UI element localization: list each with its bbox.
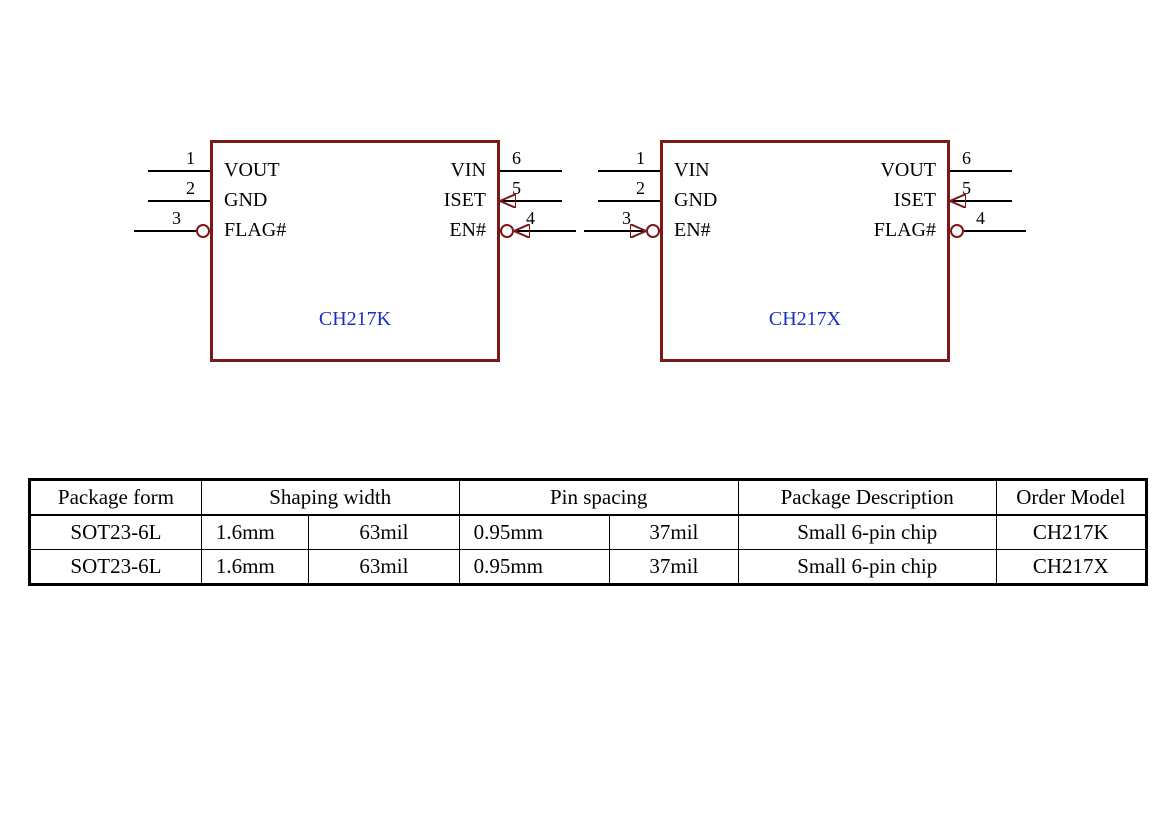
table-header: Pin spacing: [459, 480, 738, 516]
chip-name: CH217K: [213, 308, 497, 331]
table-cell: 63mil: [309, 515, 459, 550]
pin-1-number: 1: [636, 148, 645, 169]
pin-4-label: FLAG#: [874, 219, 936, 242]
table-row: SOT23-6L1.6mm63mil0.95mm37milSmall 6-pin…: [30, 515, 1147, 550]
table-cell: 1.6mm: [201, 515, 308, 550]
pin-4-label: EN#: [449, 219, 486, 242]
pin-4-bubble: [500, 224, 514, 238]
table-header-row: Package formShaping widthPin spacingPack…: [30, 480, 1147, 516]
pin-2-number: 2: [636, 178, 645, 199]
pin-1-label: VIN: [674, 159, 710, 182]
table-header: Order Model: [996, 480, 1146, 516]
pin-4-direction-icon: [514, 224, 530, 238]
pin-1-wire: [598, 170, 660, 172]
pin-3-number: 3: [172, 208, 181, 229]
pin-1-label: VOUT: [224, 159, 280, 182]
table-cell: Small 6-pin chip: [738, 550, 996, 585]
pin-6-wire: [950, 170, 1012, 172]
table-cell: CH217K: [996, 515, 1146, 550]
pin-5-label: ISET: [444, 189, 486, 212]
pin-4-number: 4: [976, 208, 985, 229]
package-table: Package formShaping widthPin spacingPack…: [28, 478, 1148, 586]
table-cell: 1.6mm: [201, 550, 308, 585]
table-header: Package Description: [738, 480, 996, 516]
table-header: Shaping width: [201, 480, 459, 516]
pin-6-label: VOUT: [880, 159, 936, 182]
table-header: Package form: [30, 480, 202, 516]
table-cell: 0.95mm: [459, 515, 609, 550]
pin-3-wire: [134, 230, 196, 232]
package-table-container: Package formShaping widthPin spacingPack…: [28, 478, 1148, 586]
pin-2-label: GND: [224, 189, 267, 212]
table-cell: 37mil: [609, 515, 738, 550]
pin-6-number: 6: [512, 148, 521, 169]
table-cell: 63mil: [309, 550, 459, 585]
pin-3-label: EN#: [674, 219, 711, 242]
pin-2-wire: [598, 200, 660, 202]
pin-4-wire: [964, 230, 1026, 232]
pin-3-label: FLAG#: [224, 219, 286, 242]
pin-4-bubble: [950, 224, 964, 238]
pin-6-number: 6: [962, 148, 971, 169]
pin-3-bubble: [646, 224, 660, 238]
pin-5-direction-icon: [500, 194, 516, 208]
pin-3-bubble: [196, 224, 210, 238]
pin-1-wire: [148, 170, 210, 172]
pin-3-direction-icon: [630, 224, 646, 238]
table-cell: SOT23-6L: [30, 550, 202, 585]
pin-6-label: VIN: [450, 159, 486, 182]
pin-1-number: 1: [186, 148, 195, 169]
table-cell: CH217X: [996, 550, 1146, 585]
pin-5-label: ISET: [894, 189, 936, 212]
pin-5-direction-icon: [950, 194, 966, 208]
table-body: SOT23-6L1.6mm63mil0.95mm37milSmall 6-pin…: [30, 515, 1147, 585]
pin-2-wire: [148, 200, 210, 202]
table-cell: SOT23-6L: [30, 515, 202, 550]
pin-2-number: 2: [186, 178, 195, 199]
chip-diagrams-area: CH217K1VOUT2GND3FLAG#6VIN5ISET4EN#CH217X…: [0, 140, 1176, 400]
chip-name: CH217X: [663, 308, 947, 331]
table-row: SOT23-6L1.6mm63mil0.95mm37milSmall 6-pin…: [30, 550, 1147, 585]
pin-2-label: GND: [674, 189, 717, 212]
table-cell: Small 6-pin chip: [738, 515, 996, 550]
pin-6-wire: [500, 170, 562, 172]
table-cell: 0.95mm: [459, 550, 609, 585]
table-cell: 37mil: [609, 550, 738, 585]
